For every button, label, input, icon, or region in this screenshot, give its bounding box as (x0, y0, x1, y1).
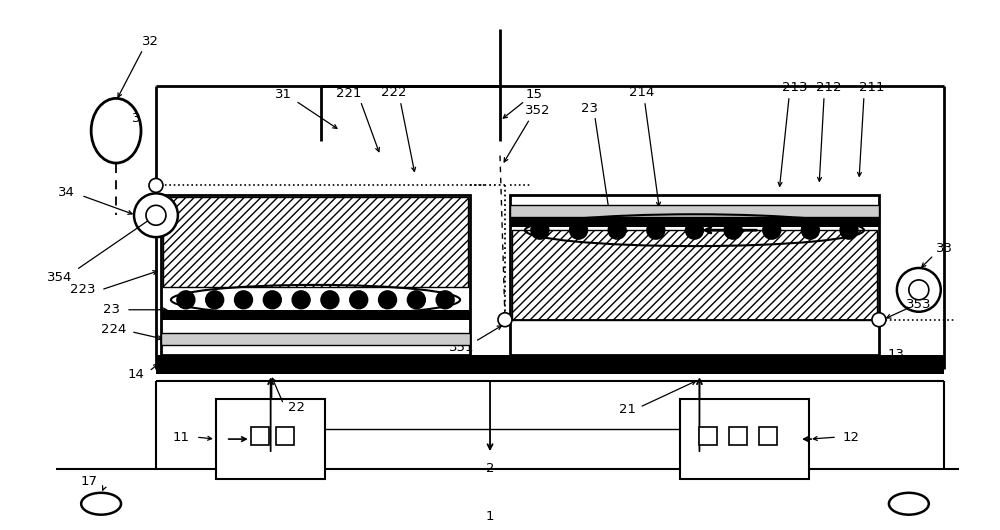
Circle shape (350, 291, 368, 309)
Bar (680, 399, 809, 479)
Text: 17: 17 (81, 475, 98, 488)
Text: 2: 2 (486, 463, 494, 475)
Text: 212: 212 (816, 82, 842, 94)
Bar (216, 399, 325, 479)
Circle shape (263, 291, 281, 309)
Text: 22: 22 (288, 401, 305, 414)
Bar (759, 427, 777, 445)
Circle shape (897, 268, 941, 312)
Circle shape (531, 221, 549, 239)
Text: 214: 214 (629, 86, 654, 100)
Bar (156, 355, 944, 374)
Bar (699, 427, 717, 445)
Circle shape (763, 221, 781, 239)
Text: 23: 23 (581, 102, 598, 116)
Text: 34: 34 (58, 186, 75, 199)
Text: 213: 213 (782, 82, 808, 94)
Text: 351: 351 (449, 341, 475, 354)
Circle shape (724, 221, 742, 239)
Text: 1: 1 (486, 510, 494, 523)
Circle shape (379, 291, 397, 309)
Circle shape (909, 280, 929, 300)
Text: 353: 353 (906, 298, 932, 311)
Circle shape (206, 291, 224, 309)
Bar (161, 196, 470, 355)
Text: 23: 23 (103, 303, 120, 316)
Circle shape (134, 193, 178, 237)
Circle shape (608, 221, 626, 239)
Circle shape (840, 221, 858, 239)
Circle shape (149, 179, 163, 192)
Bar (510, 217, 879, 227)
Bar (510, 196, 879, 355)
Text: 31: 31 (275, 89, 292, 101)
Bar (161, 310, 470, 320)
Text: 15: 15 (525, 89, 542, 101)
Circle shape (292, 291, 310, 309)
Bar (163, 197, 468, 287)
Text: 354: 354 (47, 271, 72, 285)
Text: 222: 222 (381, 86, 406, 100)
Bar (512, 230, 877, 320)
Bar (729, 427, 747, 445)
Circle shape (685, 221, 703, 239)
Circle shape (498, 313, 512, 326)
Text: 3: 3 (132, 112, 140, 125)
Bar (161, 333, 470, 344)
Text: 12: 12 (843, 430, 860, 444)
Circle shape (872, 313, 886, 326)
Text: 13: 13 (887, 348, 904, 361)
Circle shape (801, 221, 819, 239)
Bar (251, 427, 269, 445)
Circle shape (177, 291, 195, 309)
Ellipse shape (889, 493, 929, 515)
Text: 32: 32 (142, 34, 159, 48)
Text: 33: 33 (936, 242, 953, 254)
Text: 21: 21 (619, 403, 636, 416)
Circle shape (235, 291, 252, 309)
Circle shape (321, 291, 339, 309)
Circle shape (570, 221, 588, 239)
Circle shape (407, 291, 425, 309)
Text: 211: 211 (859, 82, 885, 94)
Text: 224: 224 (101, 323, 127, 336)
Circle shape (146, 205, 166, 225)
Ellipse shape (91, 99, 141, 163)
Ellipse shape (81, 493, 121, 515)
Circle shape (436, 291, 454, 309)
Bar (510, 205, 879, 217)
Bar (276, 427, 294, 445)
Text: 221: 221 (336, 87, 361, 100)
Circle shape (647, 221, 665, 239)
Text: 14: 14 (128, 368, 144, 381)
Text: 11: 11 (172, 430, 189, 444)
Text: 223: 223 (70, 284, 96, 296)
Text: 352: 352 (525, 104, 551, 117)
